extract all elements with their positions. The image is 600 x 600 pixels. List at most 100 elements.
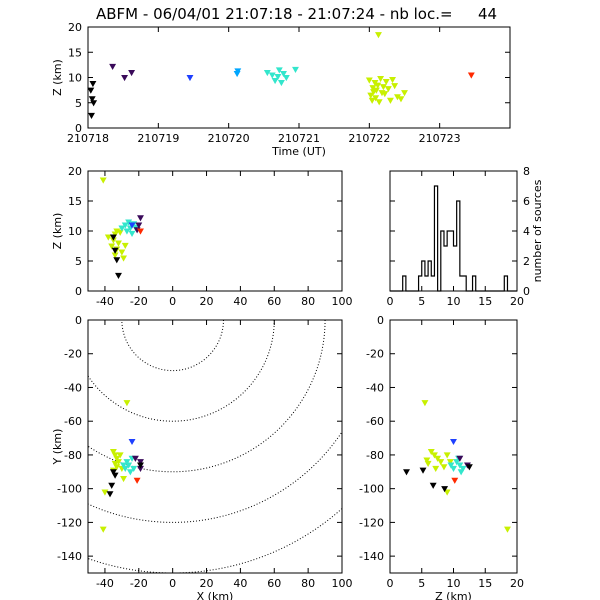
plan-view-point [99, 526, 107, 533]
plan-view-y-tick-label: -40 [64, 381, 82, 394]
z-y-point [459, 465, 467, 473]
z-y-point [441, 486, 449, 493]
time-height-y-tick-label: 20 [68, 21, 82, 34]
plan-view-y-tick-label: -80 [64, 449, 82, 462]
range-rings [88, 320, 342, 573]
time-height-point [128, 69, 136, 77]
z-y-y-tick-label: -40 [366, 381, 384, 394]
x-height-point [111, 247, 119, 254]
x-height-x-tick-label: -20 [130, 295, 148, 308]
time-height-point [374, 82, 382, 89]
plan-view-x-tick-label: -40 [96, 577, 114, 590]
time-height-x-tick-label: 210718 [67, 132, 109, 145]
z-y-y-tick-label: 0 [377, 314, 384, 327]
x-height-x-tick-label: 40 [233, 295, 247, 308]
plan-view-point [131, 455, 139, 462]
time-height-point [280, 70, 287, 78]
z-y-point [427, 449, 435, 456]
histogram-y-tick-label: 8 [523, 165, 530, 178]
time-height-point [268, 72, 276, 79]
time-height-point [263, 69, 271, 77]
time-height-y-axis-label: Z (km) [51, 59, 64, 96]
time-height-point [375, 99, 383, 106]
time-height-point [391, 83, 399, 90]
z-y-point [456, 455, 464, 462]
x-height-point [137, 215, 144, 222]
x-height-point [137, 228, 144, 235]
x-height-x-tick-label: 0 [169, 295, 176, 308]
time-height-point [384, 86, 392, 93]
x-height-point [113, 228, 121, 235]
time-height-point [186, 75, 194, 82]
x-height-point [128, 222, 136, 229]
z-y-point [440, 464, 448, 471]
plan-view-point [121, 465, 129, 473]
z-y-point [403, 469, 410, 476]
x-height-point [115, 240, 122, 247]
x-height-x-tick-label: 60 [267, 295, 281, 308]
x-height-y-tick-label: 10 [68, 225, 82, 238]
z-y-x-axis-label: Z (km) [435, 590, 472, 600]
plan-view-point [111, 460, 119, 467]
x-height-point [121, 222, 129, 229]
plan-view-point [137, 459, 144, 466]
time-height-x-tick-label: 210722 [348, 132, 390, 145]
x-height-point [135, 222, 143, 229]
time-height-point [389, 77, 396, 84]
plan-view-point [137, 462, 144, 469]
z-y-y-tick-label: -20 [366, 348, 384, 361]
time-height-point [367, 92, 375, 99]
x-height-point [125, 219, 133, 226]
x-height-y-tick-label: 0 [75, 285, 82, 298]
z-y-point [432, 465, 440, 473]
time-height-point [89, 81, 97, 88]
z-y-point [451, 477, 459, 484]
time-height-point [88, 96, 96, 103]
plan-view-point [128, 438, 136, 446]
z-y-point [456, 462, 464, 469]
histogram-x-tick-label: 20 [510, 295, 524, 308]
z-y-y-tick-label: -120 [359, 516, 384, 529]
x-height-x-tick-label: -40 [96, 295, 114, 308]
plan-view-x-tick-label: 100 [332, 577, 353, 590]
z-y-y-tick-label: -140 [359, 550, 384, 563]
x-height-x-tick-label: 80 [301, 295, 315, 308]
x-height-point [113, 257, 121, 264]
z-y-point [447, 462, 455, 469]
histogram-x-tick-label: 0 [387, 295, 394, 308]
z-y-point [434, 455, 442, 462]
time-height-point [372, 95, 380, 102]
time-height-point [401, 90, 408, 97]
time-height-point [377, 76, 385, 83]
x-height-point [120, 255, 128, 262]
time-height-point [277, 80, 285, 87]
plan-view-point [101, 489, 109, 496]
time-height-point [386, 97, 394, 104]
source-count: 44 [478, 5, 497, 23]
z-y-point [430, 452, 438, 459]
histogram-x-tick-label: 5 [418, 295, 425, 308]
time-height-point [121, 75, 129, 82]
time-height-point [397, 96, 405, 103]
z-y-frame [389, 319, 518, 574]
time-height-x-tick-label: 210720 [208, 132, 250, 145]
x-height-x-tick-label: 100 [332, 295, 353, 308]
z-y-y-tick-label: -60 [366, 415, 384, 428]
time-height-point [381, 91, 389, 98]
time-height-point [271, 78, 279, 85]
z-y-x-tick-label: 5 [418, 577, 425, 590]
time-height-point [467, 72, 475, 79]
plan-view-x-tick-label: 80 [301, 577, 315, 590]
time-height-point [365, 77, 373, 84]
z-y-point [443, 489, 451, 496]
z-y-x-tick-label: 20 [510, 577, 524, 590]
histogram-step-line [390, 185, 517, 292]
plan-view-point [133, 477, 141, 484]
plan-view-point [125, 462, 133, 469]
plan-view-x-tick-label: 60 [267, 577, 281, 590]
histogram-y-axis-label: number of sources [531, 179, 544, 282]
plan-view-x-tick-label: 0 [169, 577, 176, 590]
time-height-y-tick-label: 5 [75, 97, 82, 110]
time-height-x-tick-label: 210721 [278, 132, 320, 145]
time-height-point [368, 97, 376, 104]
